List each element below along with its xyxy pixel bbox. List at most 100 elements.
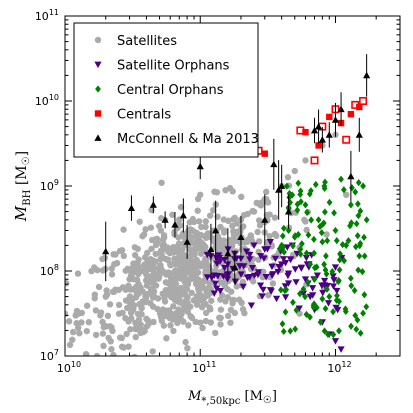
satellite-point xyxy=(132,333,139,341)
satellite-point xyxy=(103,287,110,294)
satellite-orphan-point xyxy=(281,283,289,290)
legend-marker-square xyxy=(94,110,102,117)
satellite-point xyxy=(74,270,82,277)
central-orphan-point xyxy=(291,233,298,241)
satellite-point xyxy=(190,218,198,226)
satellite-orphan-point xyxy=(329,283,338,290)
satellite-point xyxy=(131,251,139,259)
satellite-point xyxy=(92,307,100,314)
satellite-point xyxy=(183,258,191,265)
satellite-orphan-point xyxy=(256,282,265,289)
satellite-point xyxy=(197,292,205,299)
satellite-point xyxy=(201,277,208,285)
central-orphan-point xyxy=(322,266,329,274)
satellite-point xyxy=(128,303,135,310)
satellite-point xyxy=(189,273,196,280)
satellite-point xyxy=(193,301,201,308)
satellite-point xyxy=(200,299,207,307)
legend-label: McConnell & Ma 2013 xyxy=(117,132,259,147)
satellite-point xyxy=(158,179,165,186)
central-orphan-point xyxy=(307,313,313,321)
satellite-orphan-point xyxy=(306,293,314,301)
satellite-point xyxy=(228,288,235,295)
satellite-point xyxy=(99,330,107,337)
satellite-point xyxy=(106,323,114,330)
central-orphan-point xyxy=(282,308,289,316)
satellite-point xyxy=(167,322,174,329)
satellite-point xyxy=(133,289,140,297)
satellite-orphan-point xyxy=(297,264,306,272)
central-orphan-point xyxy=(359,268,366,276)
series-satellites xyxy=(65,131,350,356)
y-tick-label: 1011 xyxy=(35,8,59,23)
satellite-orphan-point xyxy=(334,306,342,314)
satellite-orphan-point xyxy=(271,255,280,263)
central-orphan-point xyxy=(340,186,347,194)
satellite-point xyxy=(343,191,350,199)
satellite-point xyxy=(296,310,303,317)
mcconnell-ma-point xyxy=(347,172,355,180)
satellite-orphan-point xyxy=(219,273,227,280)
mcconnell-ma-point xyxy=(224,250,232,257)
satellite-point xyxy=(193,261,200,268)
mcconnell-ma-point xyxy=(127,204,136,211)
central-orphan-point xyxy=(311,235,317,243)
central-orphan-point xyxy=(335,276,342,285)
satellite-point xyxy=(159,306,167,313)
satellite-point xyxy=(167,261,174,268)
central-orphan-point xyxy=(325,330,331,338)
central-orphan-point xyxy=(352,243,359,251)
satellite-orphan-point xyxy=(331,338,340,345)
satellite-orphan-point xyxy=(281,294,290,301)
legend-label: Centrals xyxy=(117,108,171,123)
satellite-point xyxy=(163,335,170,342)
satellite-point xyxy=(108,265,115,272)
satellite-point xyxy=(202,309,210,317)
central-orphan-point xyxy=(345,237,352,245)
satellite-orphan-point xyxy=(295,305,303,313)
satellite-point xyxy=(154,295,162,302)
central-orphan-point xyxy=(293,306,300,314)
satellite-point xyxy=(120,252,128,260)
satellite-point xyxy=(131,244,139,251)
satellite-orphan-point xyxy=(260,255,268,262)
central-orphan-point xyxy=(321,182,328,190)
central-orphan-point xyxy=(354,232,361,240)
central-orphan-point xyxy=(336,297,342,306)
satellite-point xyxy=(132,325,139,332)
satellite-point xyxy=(136,218,143,225)
central-orphan-point xyxy=(326,292,333,301)
satellite-point xyxy=(184,344,191,352)
satellite-point xyxy=(192,318,199,326)
satellite-point xyxy=(104,312,112,320)
y-tick-label: 108 xyxy=(40,263,59,278)
central-point xyxy=(347,110,355,118)
mcconnell-ma-point xyxy=(237,233,245,241)
satellite-point xyxy=(217,321,224,328)
satellite-point xyxy=(128,286,136,293)
central-orphan-point xyxy=(336,256,343,264)
satellite-point xyxy=(202,223,209,231)
satellite-point xyxy=(161,298,169,305)
satellite-point xyxy=(187,313,194,320)
satellite-orphan-point xyxy=(250,242,258,250)
legend-box xyxy=(73,22,259,158)
satellite-point xyxy=(154,305,161,313)
central-orphan-point xyxy=(326,198,333,207)
satellite-point xyxy=(152,250,159,258)
satellite-point xyxy=(167,274,175,282)
satellite-point xyxy=(188,289,195,296)
central-orphan-point xyxy=(313,304,320,312)
satellite-orphan-point xyxy=(242,248,251,256)
satellite-point xyxy=(217,296,224,303)
satellite-orphan-point xyxy=(258,293,266,300)
satellite-point xyxy=(168,246,175,253)
satellite-point xyxy=(241,238,248,246)
mcconnell-ma-point xyxy=(261,216,269,223)
satellite-point xyxy=(165,307,173,314)
satellite-point xyxy=(82,350,90,356)
satellite-point xyxy=(157,255,164,263)
satellite-point xyxy=(69,328,77,336)
satellite-point xyxy=(115,286,123,294)
central-orphan-point xyxy=(303,310,310,319)
